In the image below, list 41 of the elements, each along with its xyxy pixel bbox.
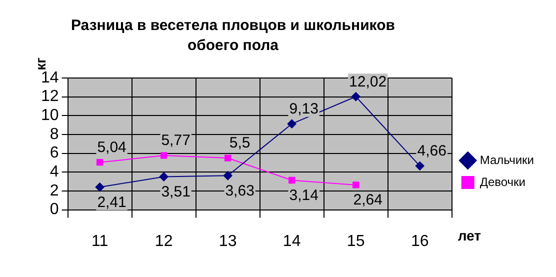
y-tick-label: 6 [50,144,59,162]
point [415,161,424,170]
point [351,92,360,102]
legend-label: Девочки [480,174,526,189]
data-label: 5,04 [97,138,126,156]
data-label: 2,64 [353,192,382,209]
data-label: 9,13 [289,100,318,118]
point [160,152,168,159]
point [223,171,232,180]
y-tick-label: 10 [41,107,59,124]
point [288,176,296,184]
x-tick-label: 16 [410,232,429,250]
data-label: 3,51 [161,183,190,200]
point [159,172,168,182]
data-label: 3,14 [289,186,318,204]
chart-title: Разница в весетела пловцов и школьников обоего пола [70,16,396,56]
y-tick-label: 12 [41,88,59,106]
y-tick-label: 14 [41,69,59,86]
y-tick-label: 2 [50,182,59,200]
x-tick-label: 11 [91,232,108,250]
x-tick-label: 12 [154,232,173,250]
point [352,182,360,188]
data-label: 4,66 [417,142,446,160]
data-label: 5,77 [161,132,190,150]
y-tick-label: 4 [50,164,59,181]
data-label: 12,02 [349,73,387,90]
point [287,119,296,128]
y-axis-title: кг [32,57,49,70]
point [96,159,104,166]
point [95,182,104,192]
x-tick-label: 14 [282,232,301,250]
x-axis-title: лет [458,228,482,244]
y-tick-label: 8 [50,126,59,143]
data-label: 3,63 [225,182,254,200]
legend-label: Мальчики [480,152,534,167]
y-tick-label: 0 [50,201,59,218]
data-label: 2,41 [97,194,126,211]
x-tick-label: 13 [218,232,237,250]
data-label: 5,5 [229,134,250,152]
point [224,154,232,162]
x-tick-label: 15 [346,232,365,250]
